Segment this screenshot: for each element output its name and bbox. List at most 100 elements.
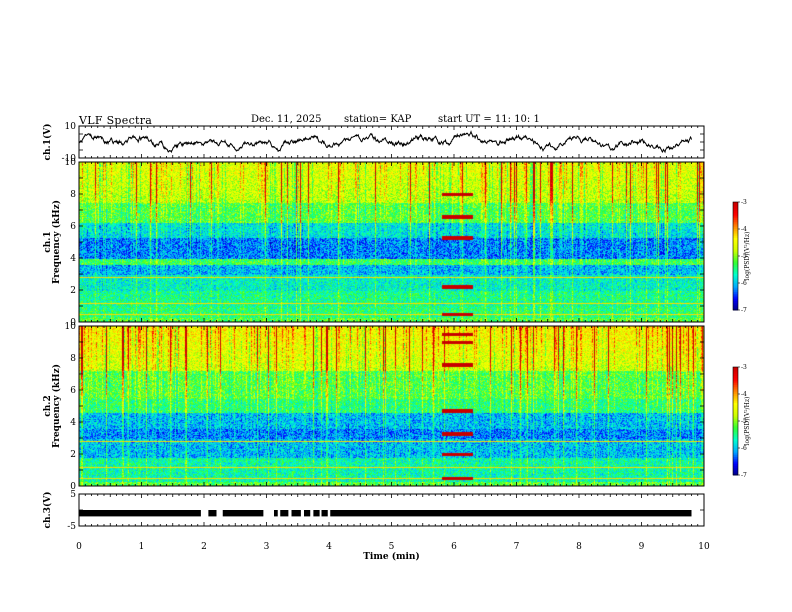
colorbar-cell: [733, 435, 738, 438]
colorbar-cell: [733, 202, 738, 205]
colorbar-cell: [733, 236, 738, 239]
y-axis-label-ch2-spec: Frequency (kHz): [51, 364, 62, 448]
colorbar-cell: [733, 295, 738, 298]
signal-segment: [222, 510, 264, 517]
colorbar-label: log(PSD)(V²/Hz): [744, 397, 751, 446]
signal-segment: [313, 510, 320, 517]
y-tick-label: 0: [70, 482, 76, 492]
date-label: Dec. 11, 2025: [251, 114, 322, 125]
y-tick-label: 5: [70, 490, 76, 500]
colorbar-tick-label: -6: [741, 280, 747, 287]
spectrogram-image: [79, 162, 704, 322]
colorbar-cell: [733, 292, 738, 295]
colorbar-ch1: -3 -4 -5 -6 -7 log(PSD)(V²/Hz): [732, 199, 751, 314]
start-time-label: start UT = 11: 10: 1: [438, 114, 540, 125]
colorbar-cell: [733, 218, 738, 221]
colorbar-cell: [733, 430, 738, 433]
colorbar-cell: [733, 444, 738, 447]
colorbar-cell: [733, 381, 738, 384]
y-tick-label: 0: [70, 318, 76, 328]
colorbar-cell: [733, 203, 738, 207]
colorbar-cell: [733, 415, 738, 418]
y-tick-label: 8: [70, 190, 76, 200]
colorbar-cell: [733, 419, 738, 422]
x-tick-label: 8: [576, 542, 582, 552]
colorbar-cell: [733, 293, 738, 297]
signal-segment: [304, 510, 311, 517]
y-tick-label: 8: [70, 354, 76, 364]
colorbar-cell: [733, 462, 738, 465]
colorbar-cell: [733, 460, 738, 463]
colorbar-tick-label: -4: [741, 391, 747, 398]
colorbar-cell: [733, 259, 738, 262]
colorbar-cell: [733, 247, 738, 250]
colorbar-cell: [733, 412, 738, 415]
colorbar-cell: [733, 221, 738, 225]
colorbar-cell: [733, 214, 738, 217]
colorbar-cell: [733, 243, 738, 246]
colorbar-cell: [733, 437, 738, 440]
colorbar-cell: [733, 245, 738, 248]
colorbar-cell: [733, 401, 738, 404]
colorbar-cell: [733, 406, 738, 409]
colorbar-cell: [733, 212, 738, 216]
colorbar-cell: [733, 279, 738, 282]
x-tick-label: 10: [698, 542, 710, 552]
colorbar-cell: [733, 209, 738, 212]
colorbar-cell: [733, 256, 738, 259]
waveform-line: [78, 130, 692, 154]
y-axis-label-ch3: ch.3(V): [42, 492, 53, 529]
colorbar-tick-label: -7: [741, 307, 747, 314]
x-tick-label: 6: [451, 542, 457, 552]
x-tick-label: 5: [389, 542, 395, 552]
colorbar-cell: [733, 220, 738, 223]
colorbar-cell: [733, 211, 738, 214]
colorbar-cell: [733, 449, 738, 453]
x-tick-label: 3: [264, 542, 270, 552]
colorbar-cell: [733, 426, 738, 429]
y-tick-label: 10: [65, 322, 77, 332]
colorbar-cell: [733, 286, 738, 289]
colorbar-cell: [733, 216, 738, 219]
colorbar-tick-label: -5: [741, 253, 747, 260]
colorbar-tick-label: -3: [741, 364, 747, 371]
colorbar-cell: [733, 299, 738, 302]
x-axis-label: Time (min): [363, 551, 420, 562]
signal-segment: [291, 510, 301, 517]
x-tick-label: 7: [514, 542, 520, 552]
colorbar-ch2: -3 -4 -5 -6 -7 log(PSD)(V²/Hz): [732, 364, 751, 479]
colorbar-cell: [733, 439, 738, 442]
colorbar-tick-label: -6: [741, 445, 747, 452]
colorbar-cell: [733, 464, 738, 467]
colorbar-label: log(PSD)(V²/Hz): [744, 232, 751, 281]
colorbar-cell: [733, 367, 738, 370]
colorbar-cell: [733, 394, 738, 397]
colorbar-cell: [733, 410, 738, 413]
y-tick-label: 6: [70, 222, 76, 232]
colorbar-cell: [733, 250, 738, 253]
signal-segment: [79, 510, 201, 517]
colorbar-cell: [733, 455, 738, 458]
colorbar-cell: [733, 274, 738, 277]
signal-segment: [321, 510, 328, 517]
colorbar-cell: [733, 466, 738, 469]
colorbar-cell: [733, 207, 738, 210]
colorbar-cell: [733, 308, 738, 311]
colorbar-cell: [733, 403, 738, 406]
x-tick-label: 0: [76, 542, 82, 552]
colorbar-cell: [733, 225, 738, 228]
signal-ch3: [79, 510, 692, 517]
waveform-ch1: [78, 130, 692, 154]
x-tick-label: 9: [639, 542, 645, 552]
colorbar-cell: [733, 284, 738, 288]
colorbar-cell: [733, 241, 738, 244]
spectrogram-ch2: [79, 326, 704, 486]
colorbar-cell: [733, 417, 738, 420]
colorbar-cell: [733, 458, 738, 462]
colorbar-cell: [733, 374, 738, 377]
colorbar-cell: [733, 297, 738, 300]
colorbar-cell: [733, 424, 738, 427]
colorbar-cell: [733, 301, 738, 304]
colorbar-cell: [733, 408, 738, 411]
